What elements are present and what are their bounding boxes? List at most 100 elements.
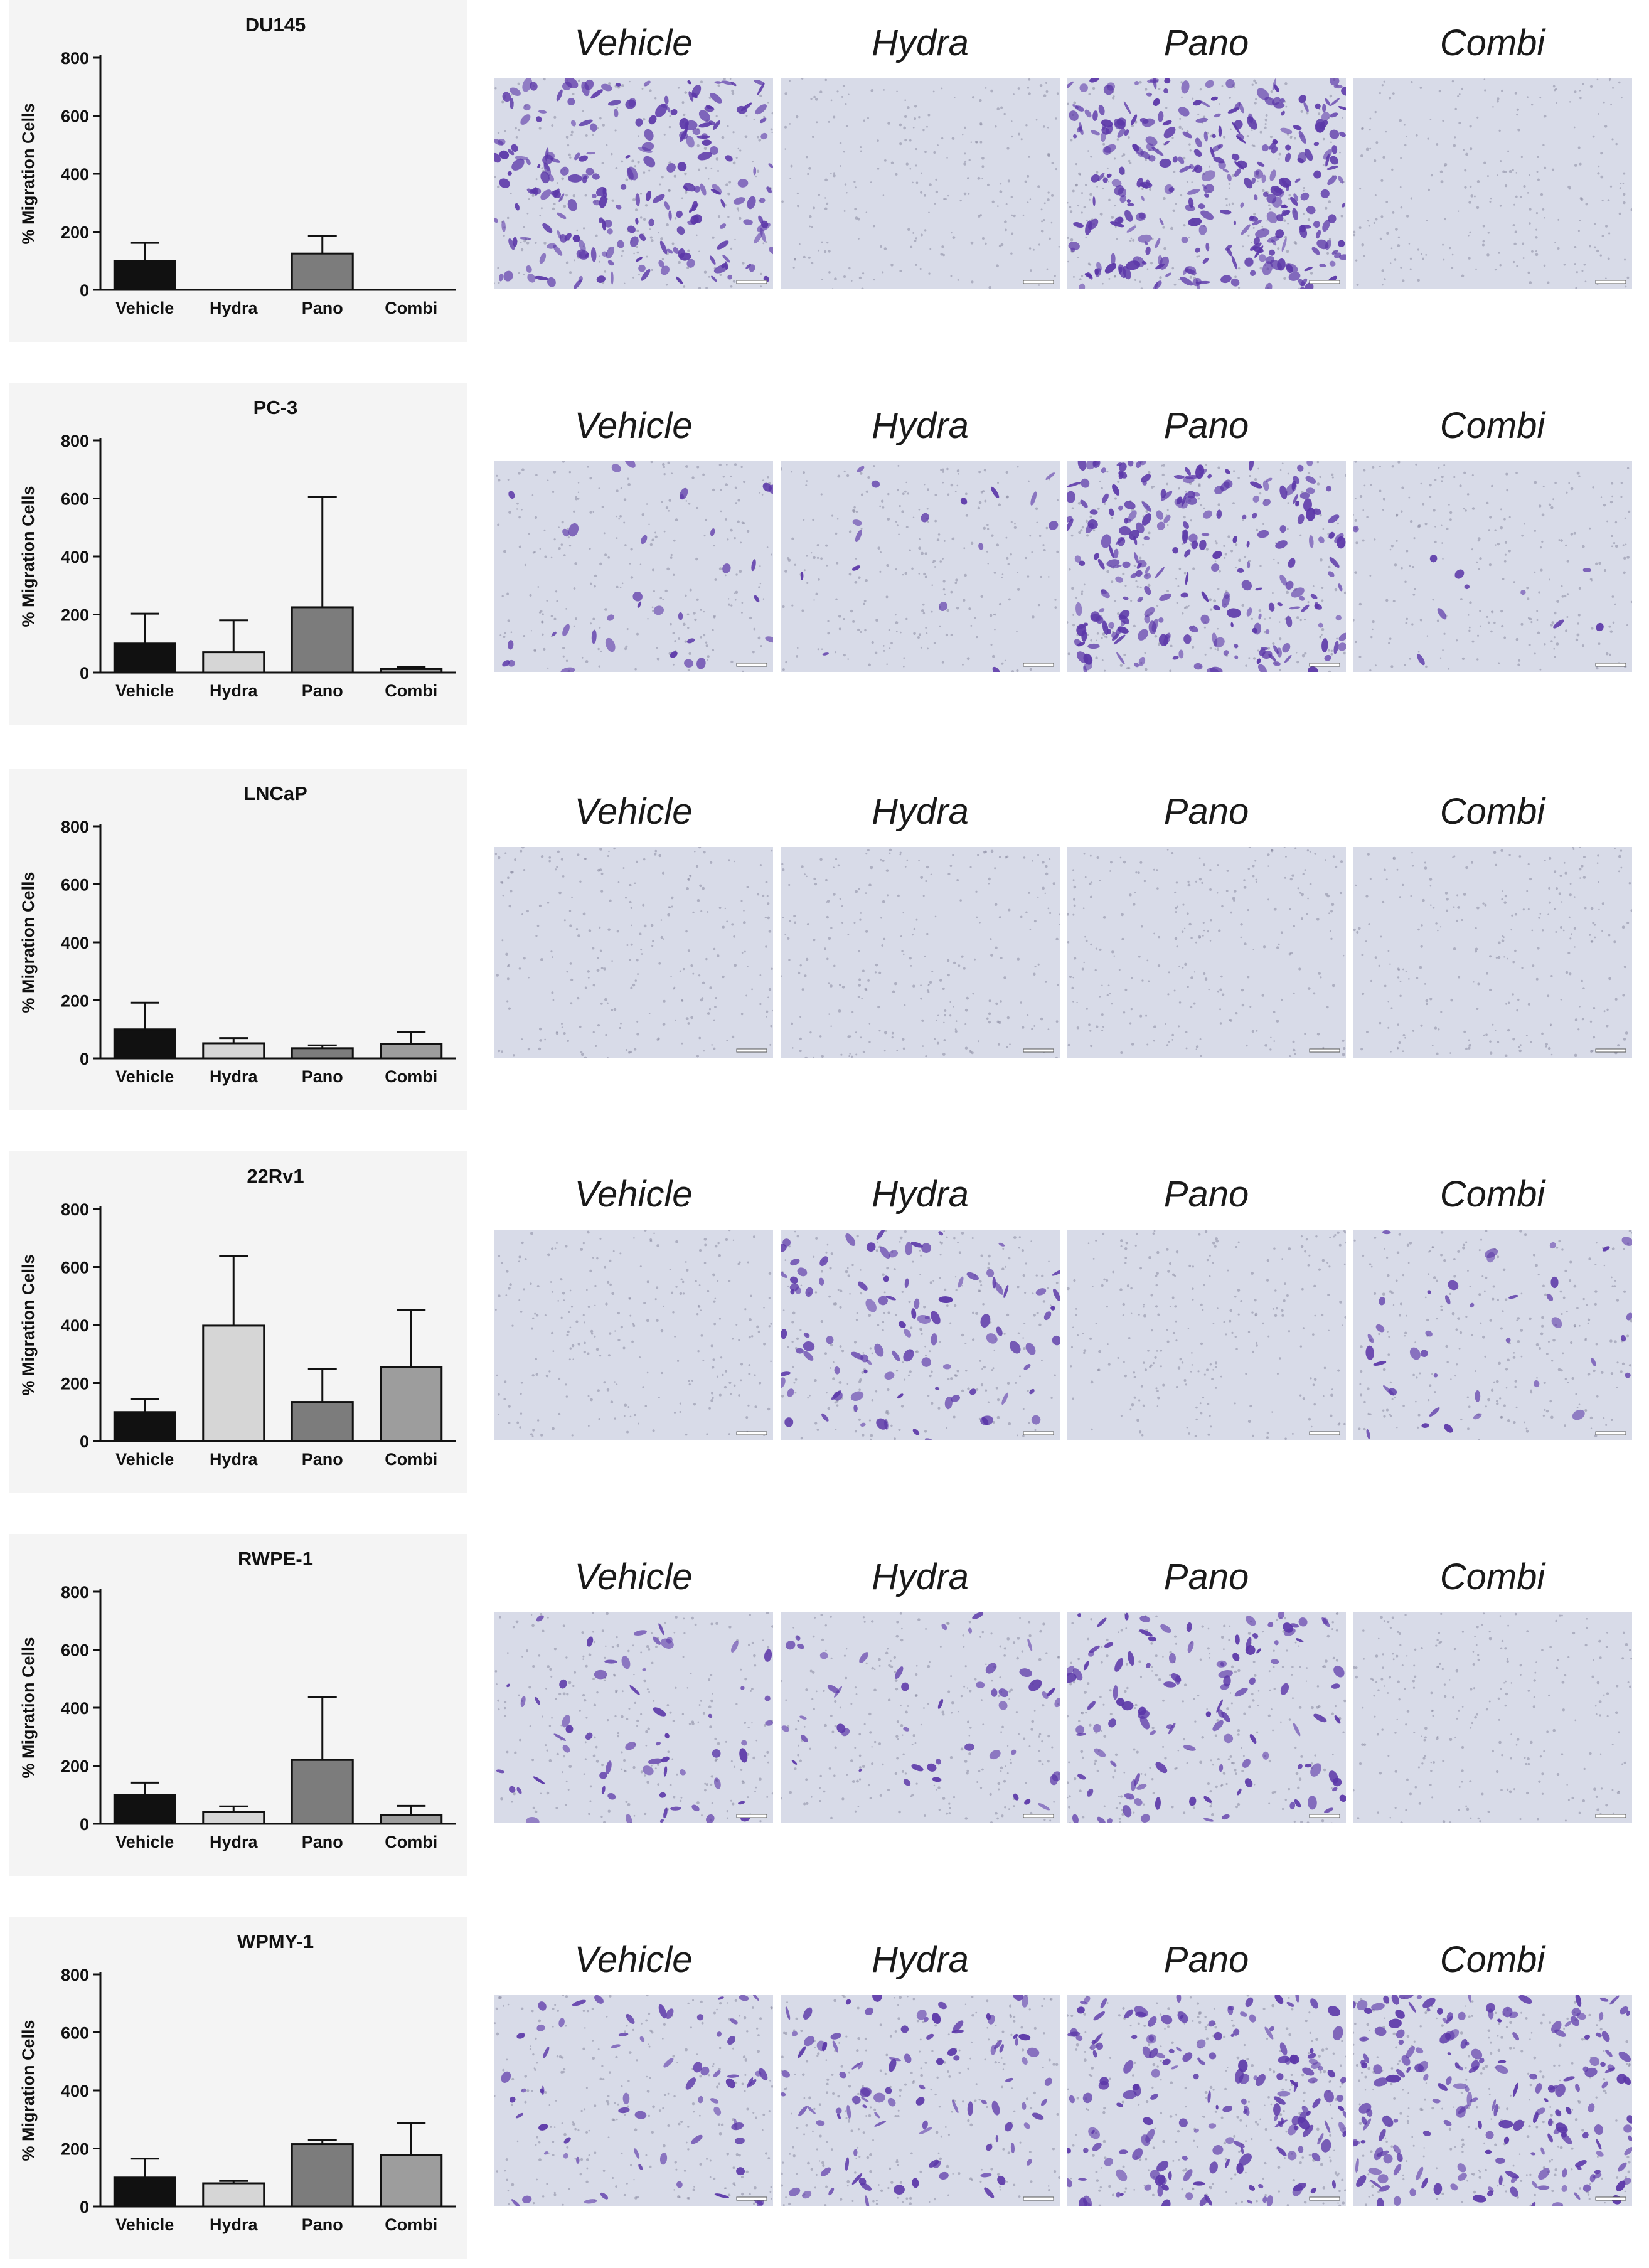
x-tick-label: Vehicle [115, 1833, 174, 1851]
image-header-vehicle: Vehicle [494, 786, 773, 836]
x-tick-label: Hydra [210, 1067, 259, 1086]
micrograph-combi [1353, 847, 1632, 1058]
x-tick-label: Combi [385, 681, 437, 700]
y-tick-label: 400 [61, 934, 89, 952]
y-tick-label: 800 [61, 1200, 89, 1219]
y-tick-label: 600 [61, 2024, 89, 2043]
bar-combi [381, 1044, 442, 1058]
image-header-pano: Pano [1067, 1934, 1346, 1984]
micrograph-pano [1067, 461, 1346, 672]
image-header-hydra: Hydra [781, 18, 1060, 68]
y-tick-label: 200 [61, 992, 89, 1011]
scale-bar [1596, 280, 1626, 284]
scale-bar [1596, 663, 1626, 666]
image-header-vehicle: Vehicle [494, 400, 773, 450]
bar-hydra [203, 1812, 264, 1824]
image-header-vehicle: Vehicle [494, 18, 773, 68]
scale-bar [737, 2197, 767, 2200]
bar-chart-svg: RWPE-1% Migration Cells0200400600800Vehi… [9, 1534, 467, 1876]
bar-chart-svg: 22Rv1% Migration Cells0200400600800Vehic… [9, 1151, 467, 1493]
x-tick-label: Pano [302, 2215, 343, 2234]
bar-hydra [203, 652, 264, 673]
y-tick-label: 400 [61, 1699, 89, 1718]
y-axis-label: % Migration Cells [19, 103, 38, 244]
image-header-pano: Pano [1067, 1552, 1346, 1602]
y-tick-label: 0 [80, 1432, 89, 1451]
y-tick-label: 0 [80, 281, 89, 300]
y-tick-label: 600 [61, 1259, 89, 1277]
scale-bar [1596, 1049, 1626, 1052]
micrograph-vehicle [494, 78, 773, 289]
micrograph-pano [1067, 1230, 1346, 1440]
micrograph-vehicle [494, 1612, 773, 1823]
y-tick-label: 800 [61, 49, 89, 68]
image-header-hydra: Hydra [781, 400, 1060, 450]
scale-bar [1023, 663, 1054, 666]
y-tick-label: 200 [61, 1375, 89, 1393]
x-tick-label: Hydra [210, 299, 259, 317]
scale-bar [1310, 1049, 1340, 1052]
y-tick-label: 400 [61, 2082, 89, 2100]
image-header-vehicle: Vehicle [494, 1552, 773, 1602]
micrograph-hydra [781, 847, 1060, 1058]
x-tick-label: Pano [302, 681, 343, 700]
micrograph-vehicle [494, 461, 773, 672]
x-tick-label: Hydra [210, 2215, 259, 2234]
y-tick-label: 200 [61, 223, 89, 242]
scale-bar [1596, 1432, 1626, 1435]
image-header-hydra: Hydra [781, 1552, 1060, 1602]
micrograph-combi [1353, 78, 1632, 289]
scale-bar [1310, 1814, 1340, 1818]
scale-bar [1023, 1814, 1054, 1818]
scale-bar [1023, 2197, 1054, 2200]
image-header-vehicle: Vehicle [494, 1934, 773, 1984]
image-header-combi: Combi [1353, 400, 1632, 450]
micrograph-pano [1067, 78, 1346, 289]
scale-bar [737, 280, 767, 284]
bar-combi [381, 2155, 442, 2207]
y-tick-label: 200 [61, 1757, 89, 1776]
bar-combi [381, 1815, 442, 1824]
image-header-hydra: Hydra [781, 1169, 1060, 1219]
x-tick-label: Vehicle [115, 681, 174, 700]
micrograph-hydra [781, 1995, 1060, 2206]
chart-title: LNCaP [243, 782, 307, 804]
chart-title: WPMY-1 [237, 1930, 314, 1952]
x-tick-label: Vehicle [115, 1067, 174, 1086]
micrograph-hydra [781, 1612, 1060, 1823]
scale-bar [1023, 1049, 1054, 1052]
micrograph-hydra [781, 1230, 1060, 1440]
micrograph-vehicle [494, 1995, 773, 2206]
x-tick-label: Pano [302, 299, 343, 317]
x-tick-label: Combi [385, 1833, 437, 1851]
scale-bar [1023, 1432, 1054, 1435]
y-tick-label: 800 [61, 1966, 89, 1984]
scale-bar [737, 1814, 767, 1818]
image-header-combi: Combi [1353, 18, 1632, 68]
bar-vehicle [114, 2178, 175, 2207]
micrograph-hydra [781, 461, 1060, 672]
chart-title: RWPE-1 [238, 1548, 313, 1570]
bar-pano [292, 1402, 353, 1441]
y-tick-label: 400 [61, 548, 89, 567]
y-tick-label: 800 [61, 432, 89, 450]
scale-bar [1310, 280, 1340, 284]
micrograph-combi [1353, 1612, 1632, 1823]
scale-bar [737, 1432, 767, 1435]
bar-pano [292, 1760, 353, 1824]
scale-bar [1310, 2197, 1340, 2200]
bar-hydra [203, 1043, 264, 1058]
micrograph-hydra [781, 78, 1060, 289]
image-header-combi: Combi [1353, 786, 1632, 836]
bar-pano [292, 2144, 353, 2207]
image-header-pano: Pano [1067, 1169, 1346, 1219]
bar-pano [292, 1048, 353, 1058]
